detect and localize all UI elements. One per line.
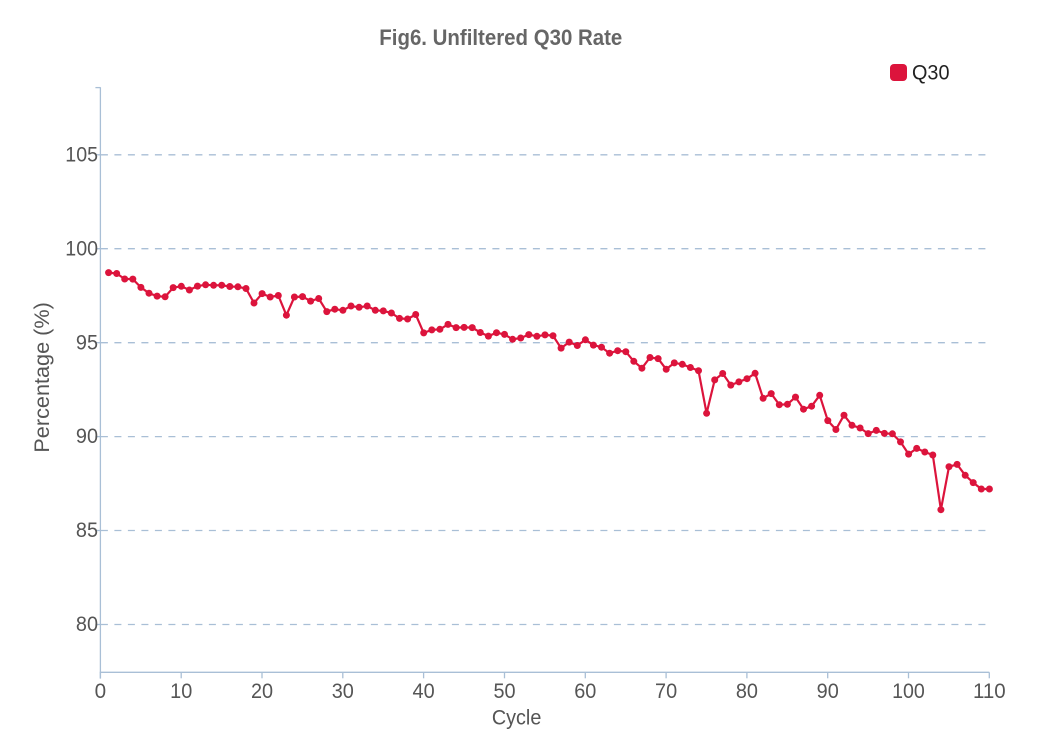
svg-text:40: 40 bbox=[413, 680, 435, 703]
svg-text:105: 105 bbox=[65, 143, 98, 166]
svg-text:80: 80 bbox=[736, 680, 758, 703]
svg-text:95: 95 bbox=[76, 331, 98, 354]
svg-text:Q30: Q30 bbox=[912, 62, 950, 85]
svg-text:100: 100 bbox=[892, 680, 925, 703]
svg-text:80: 80 bbox=[76, 613, 98, 636]
svg-text:Fig6. Unfiltered Q30 Rate: Fig6. Unfiltered Q30 Rate bbox=[379, 25, 622, 50]
svg-text:Cycle: Cycle bbox=[492, 707, 542, 730]
svg-text:70: 70 bbox=[655, 680, 677, 703]
svg-text:30: 30 bbox=[332, 680, 354, 703]
svg-text:20: 20 bbox=[251, 680, 273, 703]
svg-text:100: 100 bbox=[65, 237, 98, 260]
svg-text:50: 50 bbox=[493, 680, 515, 703]
svg-text:60: 60 bbox=[574, 680, 596, 703]
svg-text:90: 90 bbox=[76, 425, 98, 448]
svg-text:90: 90 bbox=[817, 680, 839, 703]
svg-text:10: 10 bbox=[170, 680, 192, 703]
svg-text:110: 110 bbox=[973, 680, 1006, 703]
svg-text:85: 85 bbox=[76, 519, 98, 542]
svg-text:Percentage (%): Percentage (%) bbox=[31, 302, 54, 453]
svg-text:0: 0 bbox=[95, 680, 107, 703]
